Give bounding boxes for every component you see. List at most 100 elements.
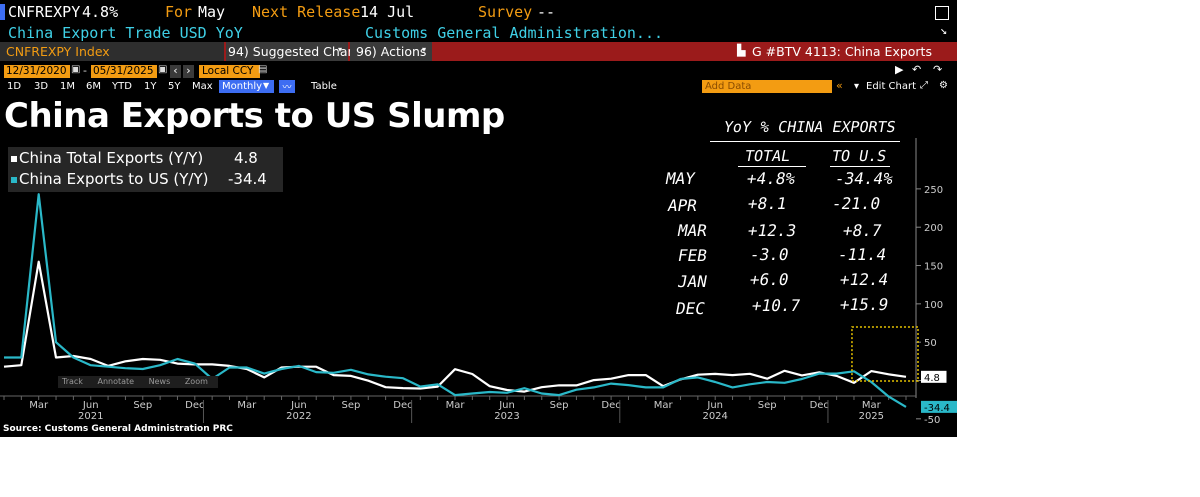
total-exports-line (3, 260, 907, 393)
list-icon[interactable]: ▤ (258, 64, 268, 75)
prev-period-button[interactable]: ‹ (170, 65, 181, 78)
x-tick-label: Mar (654, 400, 674, 411)
table-button[interactable]: Table (311, 81, 337, 92)
y-tick-label: 100 (924, 300, 943, 311)
period-button[interactable]: 1M (60, 81, 75, 92)
y-tick-label: -50 (924, 415, 940, 426)
frequency-label: Monthly (222, 81, 263, 92)
x-tick-label: Sep (133, 400, 152, 411)
period-button[interactable]: 3D (34, 81, 49, 92)
source-name[interactable]: Customs General Administration... (365, 24, 664, 42)
line-chart[interactable]: 250 200 150 100 50 -50 Mar Jun Sep Dec Mar Jun Sep De… (0, 138, 957, 426)
calendar-icon[interactable]: ▣ (71, 64, 81, 75)
undo-icon[interactable]: ↶ (912, 63, 922, 76)
pop-out-icon[interactable] (935, 6, 949, 20)
x-tick-label: Sep (550, 400, 569, 411)
header-row: CNFREXPY 4.8% For May Next Release 14 Ju… (0, 0, 957, 24)
period-button[interactable]: 6M (86, 81, 101, 92)
for-label: For (165, 3, 193, 21)
period-button[interactable]: Max (192, 81, 213, 92)
note-us: -21.0 (830, 194, 882, 213)
dropdown-caret-icon: ▼ (263, 81, 270, 90)
svg-text:-34.4: -34.4 (924, 403, 950, 414)
last-value: 4.8% (82, 3, 119, 21)
security-field-text: CNFREXPY Index (6, 44, 110, 59)
svg-text:4.8: 4.8 (924, 373, 940, 384)
note-us: -34.4% (833, 169, 895, 188)
note-month: MAY (664, 169, 697, 188)
chart-id[interactable]: G #BTV 4113: China Exports (752, 44, 932, 59)
actions-button[interactable]: 96) Actions ▾ (350, 42, 432, 61)
x-tick-label: Sep (341, 400, 360, 411)
description-row: China Export Trade USD YoY Customs Gener… (0, 23, 957, 42)
play-icon[interactable]: ▶ (895, 63, 904, 76)
redo-icon[interactable]: ↷ (933, 63, 943, 76)
y-tick-label: 150 (924, 262, 943, 273)
cursor-icon: ↘ (940, 23, 948, 37)
legend-us-name: China Exports to US (Y/Y) (19, 170, 209, 188)
x-tick-label: Dec (601, 400, 620, 411)
zoom-tool[interactable]: Zoom (184, 377, 208, 386)
survey-label: Survey (478, 3, 533, 21)
us-last-value-tag: -34.4 (921, 400, 957, 414)
x-tick-label: Dec (393, 400, 412, 411)
note-underline (830, 166, 890, 167)
actions-label: 96) Actions (356, 44, 427, 59)
x-tick-label: Mar (446, 400, 466, 411)
expand-icon[interactable]: ⤢ (920, 80, 928, 91)
y-tick-label: 250 (924, 185, 943, 196)
double-chevron-icon[interactable]: « (836, 79, 843, 92)
date-range-row: 12/31/2020 ▣ - 05/31/2025 ▣ ‹ › Local CC… (0, 63, 957, 79)
note-total: +12.3 (746, 221, 798, 240)
bloomberg-terminal: CNFREXPY 4.8% For May Next Release 14 Ju… (0, 0, 957, 437)
news-tool[interactable]: News (148, 377, 171, 386)
dropdown-caret-icon: ▾ (422, 45, 427, 54)
note-month: DEC (674, 299, 707, 318)
note-total: +6.0 (748, 270, 791, 289)
add-data-input[interactable]: Add Data (702, 80, 832, 93)
x-year-label: 2025 (859, 411, 884, 422)
legend-total-name: China Total Exports (Y/Y) (19, 149, 204, 167)
suggested-charts-button[interactable]: 94) Suggested Charts ▾ (226, 42, 364, 61)
x-year-label: 2021 (78, 411, 103, 422)
note-month: FEB (676, 246, 709, 265)
note-total: +8.1 (746, 194, 789, 213)
annotate-tool[interactable]: Annotate (97, 377, 135, 386)
note-us: +15.9 (838, 295, 890, 314)
edit-chart-button[interactable]: Edit Chart (866, 81, 917, 92)
note-us: +12.4 (838, 270, 890, 289)
for-value: May (198, 3, 226, 21)
dropdown-caret-icon: ▾ (338, 45, 343, 54)
frequency-select[interactable]: Monthly ▼ (219, 80, 274, 93)
security-field[interactable]: CNFREXPY Index (0, 42, 224, 61)
note-total: -3.0 (748, 245, 791, 264)
calendar-icon[interactable]: ▣ (158, 64, 168, 75)
legend-total-value: 4.8 (234, 149, 258, 167)
note-month: APR (666, 196, 699, 215)
us-exports-line (4, 193, 907, 408)
note-col-total: TOTAL (743, 147, 792, 165)
currency-select[interactable]: Local CCY (199, 65, 260, 78)
x-tick-label: Jun (290, 400, 307, 411)
chart-tools-bar: Track Annotate News Zoom (58, 376, 218, 388)
add-data-placeholder: Add Data (705, 81, 752, 92)
line-chart-icon[interactable]: 〰 (279, 80, 295, 93)
note-total: +10.7 (750, 296, 802, 315)
chart-icon: ▙ (737, 44, 746, 57)
period-button[interactable]: YTD (112, 81, 132, 92)
total-last-value-tag: 4.8 (921, 370, 947, 384)
period-button[interactable]: 5Y (168, 81, 181, 92)
period-button[interactable]: 1D (7, 81, 22, 92)
ticker[interactable]: CNFREXPY (8, 3, 81, 21)
x-tick-label: Dec (185, 400, 204, 411)
start-date-field[interactable]: 12/31/2020 (4, 65, 70, 78)
x-tick-label: Jun (706, 400, 723, 411)
next-period-button[interactable]: › (183, 65, 194, 78)
track-tool[interactable]: Track (62, 377, 83, 386)
gear-icon[interactable]: ⚙ (939, 80, 948, 91)
end-date-field[interactable]: 05/31/2025 (91, 65, 157, 78)
period-button[interactable]: 1Y (144, 81, 157, 92)
range-dash: - (83, 64, 87, 77)
x-tick-label: Jun (82, 400, 99, 411)
highlight-box (851, 326, 919, 382)
